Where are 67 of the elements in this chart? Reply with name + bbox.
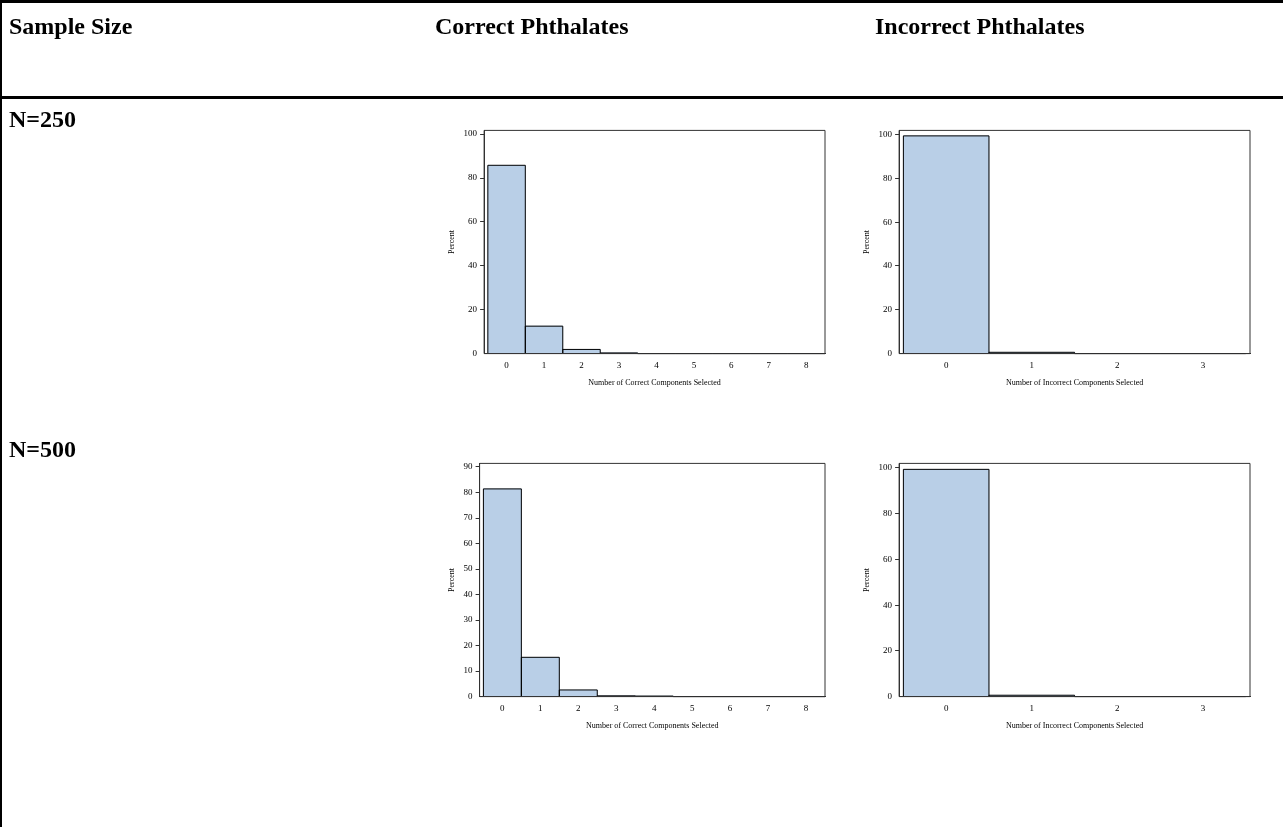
y-tick-label: 60 xyxy=(468,216,478,227)
x-tick-label: 0 xyxy=(504,360,510,371)
y-tick-label: 90 xyxy=(463,461,474,472)
x-tick-label: 2 xyxy=(579,360,584,371)
x-tick-label: 2 xyxy=(576,703,581,714)
x-tick-label: 2 xyxy=(1115,360,1120,371)
y-axis-title: Percent xyxy=(861,567,871,592)
y-tick-label: 100 xyxy=(878,128,893,139)
y-tick-label: 30 xyxy=(463,614,474,625)
x-tick-label: 3 xyxy=(616,360,622,371)
x-tick-label: 1 xyxy=(1029,360,1035,371)
x-tick-label: 3 xyxy=(613,703,619,714)
y-tick-label: 80 xyxy=(883,172,893,183)
x-axis-title: Number of Incorrect Components Selected xyxy=(1005,721,1144,731)
x-tick-label: 0 xyxy=(500,703,506,714)
y-tick-label: 0 xyxy=(887,690,893,701)
x-tick-label: 1 xyxy=(1029,703,1035,714)
y-tick-label: 0 xyxy=(468,690,474,701)
y-tick-label: 100 xyxy=(878,462,893,473)
y-tick-label: 0 xyxy=(472,347,478,358)
y-tick-label: 80 xyxy=(468,172,478,183)
x-tick-label: 7 xyxy=(765,703,771,714)
x-tick-label: 8 xyxy=(804,360,810,371)
y-tick-label: 20 xyxy=(468,304,478,315)
x-axis-title: Number of Correct Components Selected xyxy=(586,721,719,731)
x-tick-label: 1 xyxy=(541,360,547,371)
y-tick-label: 20 xyxy=(463,639,474,650)
y-axis-title: Percent xyxy=(446,229,456,254)
x-axis-title: Number of Incorrect Components Selected xyxy=(1005,378,1144,388)
x-tick-label: 2 xyxy=(1115,703,1120,714)
text: Sample Size xyxy=(9,13,133,40)
text: N=250 xyxy=(9,106,77,133)
text: N=500 xyxy=(9,436,77,463)
x-tick-label: 8 xyxy=(803,703,809,714)
y-tick-label: 0 xyxy=(887,347,893,358)
y-tick-label: 80 xyxy=(883,508,893,519)
y-tick-label: 60 xyxy=(463,537,474,548)
y-tick-label: 20 xyxy=(883,304,893,315)
y-axis-title: Percent xyxy=(446,567,456,592)
y-tick-label: 40 xyxy=(463,588,474,599)
x-tick-label: 5 xyxy=(689,703,695,714)
text: Incorrect Phthalates xyxy=(875,13,1085,40)
x-axis-title: Number of Correct Components Selected xyxy=(588,378,721,388)
y-tick-label: 40 xyxy=(468,260,478,271)
y-tick-label: 80 xyxy=(463,486,474,497)
y-tick-label: 10 xyxy=(463,665,474,676)
x-tick-label: 7 xyxy=(766,360,772,371)
y-tick-label: 40 xyxy=(883,260,893,271)
x-tick-label: 6 xyxy=(727,703,733,714)
y-tick-label: 20 xyxy=(883,645,893,656)
x-tick-label: 3 xyxy=(1200,703,1206,714)
x-tick-label: 4 xyxy=(651,703,657,714)
y-tick-label: 100 xyxy=(463,128,478,139)
y-tick-label: 50 xyxy=(463,563,474,574)
y-tick-label: 60 xyxy=(883,553,893,564)
y-axis-title: Percent xyxy=(861,229,871,254)
x-tick-label: 0 xyxy=(943,360,949,371)
y-tick-label: 70 xyxy=(463,512,474,523)
x-tick-label: 0 xyxy=(943,703,949,714)
y-tick-label: 40 xyxy=(883,599,893,610)
x-tick-label: 4 xyxy=(654,360,660,371)
y-tick-label: 60 xyxy=(883,216,893,227)
x-tick-label: 3 xyxy=(1200,360,1206,371)
x-tick-label: 1 xyxy=(538,703,543,714)
x-tick-label: 6 xyxy=(729,360,735,371)
x-tick-label: 5 xyxy=(691,360,697,371)
text: Correct Phthalates xyxy=(435,13,629,40)
